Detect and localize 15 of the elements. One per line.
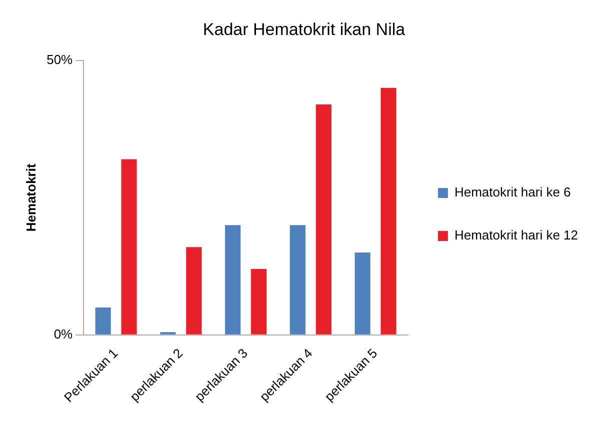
bar [95,307,111,334]
legend-label: Hematokrit hari ke 6 [454,184,571,200]
bar [225,225,241,334]
y-tick-label: 0% [54,326,74,342]
bar [316,104,332,334]
bar [380,88,396,334]
bar [186,247,202,334]
chart-title: Kadar Hematokrit ikan Nila [202,20,406,39]
bar [354,252,370,334]
y-axis-title: Hematokrit [23,163,38,232]
bar [121,159,137,334]
legend-label: Hematokrit hari ke 12 [454,228,578,243]
bar [290,225,306,334]
y-tick-label: 50% [46,52,74,67]
bar [250,269,267,334]
